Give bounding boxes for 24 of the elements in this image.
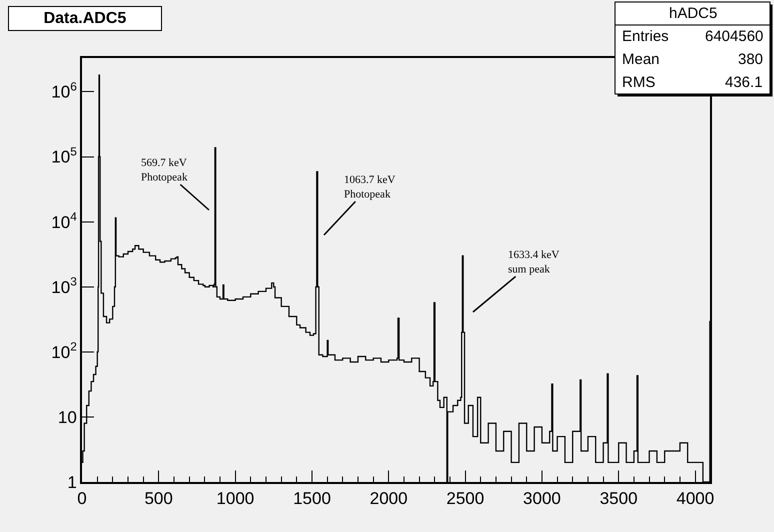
text: RMS 436.1 (622, 74, 763, 91)
text: hADC5 (669, 5, 718, 22)
y-tick-label: 10$^{4}$ (51, 210, 78, 232)
y-tick-label: 10$^{5}$ (51, 144, 78, 167)
x-tick-label: 2000 (370, 489, 408, 508)
y-tick-label: 1 (67, 472, 77, 492)
y-tick-label: 10$^{3}$ (51, 274, 78, 297)
x-tick-label: 1000 (216, 489, 254, 508)
chart-title: Data.ADC5 (44, 10, 126, 27)
annotation: 569.7 keV Photopeak (141, 157, 188, 184)
x-tick-label: 1500 (293, 489, 331, 508)
x-tick-label: 500 (144, 489, 173, 508)
y-tick-label: 10$^{6}$ (51, 80, 78, 102)
text: Mean 380 (622, 51, 764, 68)
x-tick-label: 3000 (523, 489, 561, 508)
text: Entries 6404560 (622, 28, 764, 45)
x-tick-label: 0 (77, 489, 87, 508)
y-tick-label: 10$^{2}$ (51, 340, 78, 362)
x-tick-label: 3500 (600, 489, 638, 508)
y-tick-label: 10 (58, 408, 77, 427)
annotation: 1633.4 keV sum peak (508, 249, 560, 276)
annotation: 1063.7 keV Photopeak (344, 174, 396, 200)
x-tick-label: 2500 (446, 489, 484, 508)
x-tick-label: 4000 (676, 489, 714, 508)
